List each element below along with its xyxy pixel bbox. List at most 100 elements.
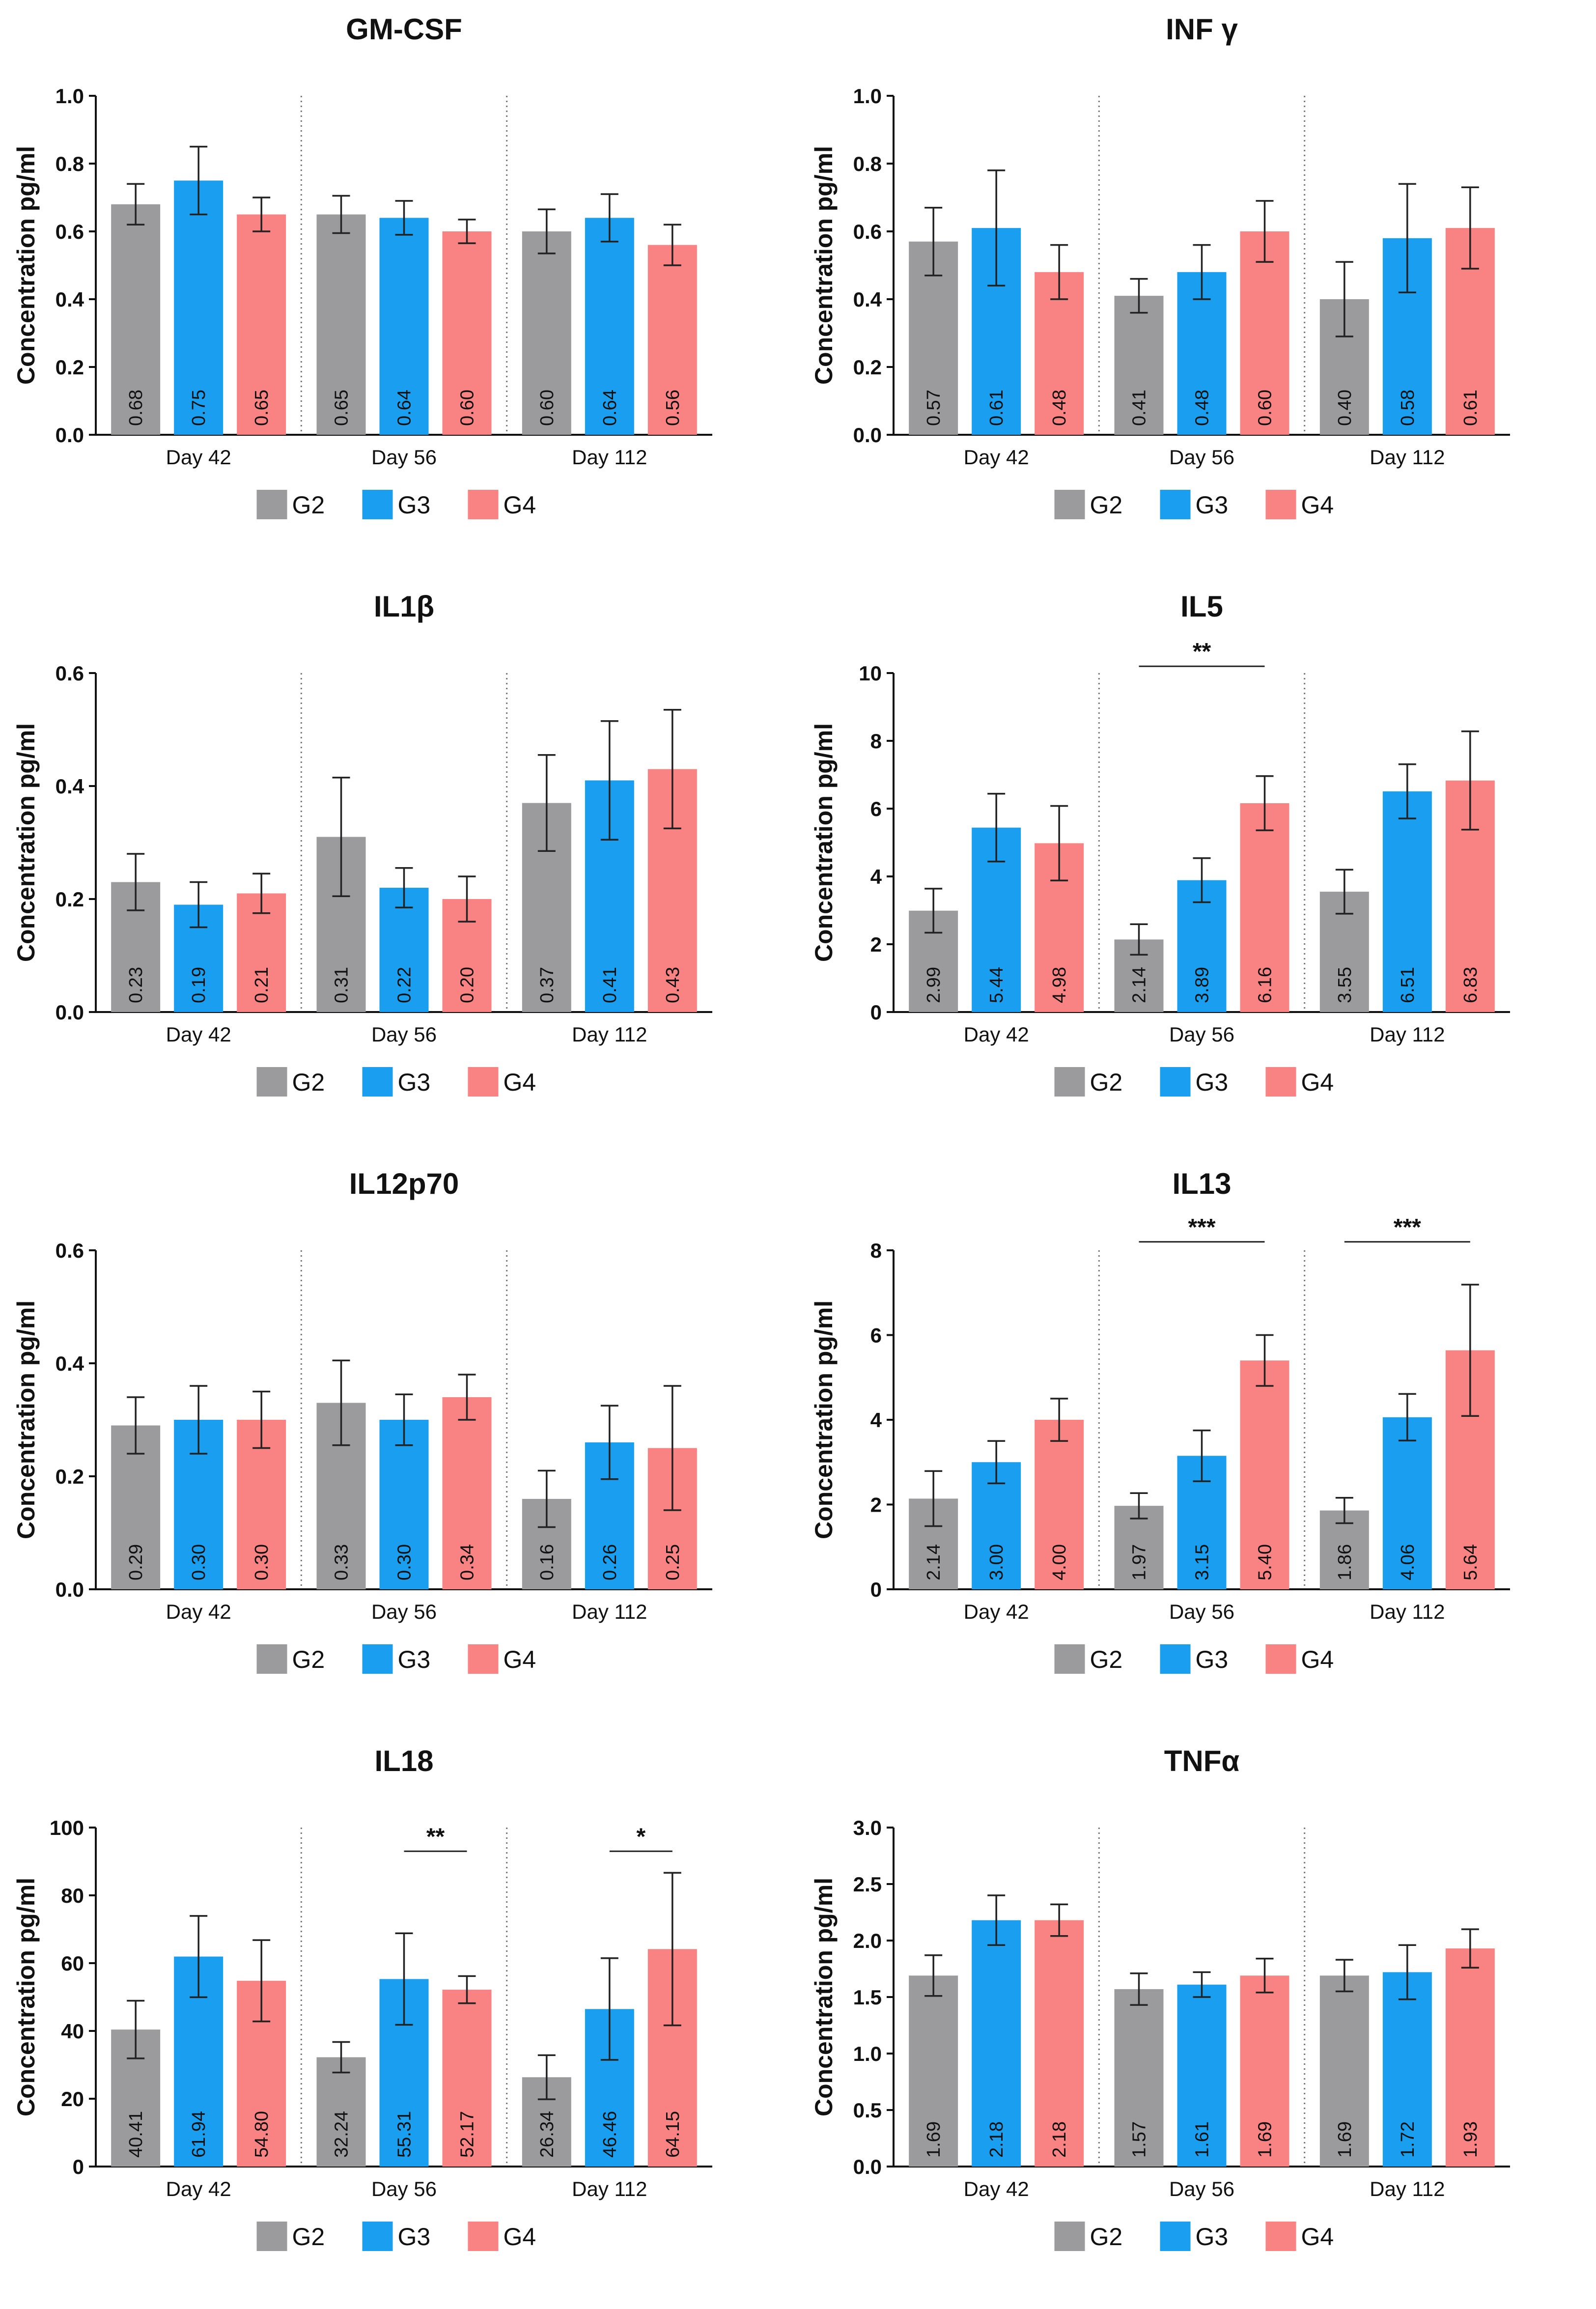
legend-label-g4: G4 [1301,1646,1334,1673]
y-tick-label: 40 [61,2020,84,2043]
legend-swatch-g2 [256,1644,287,1674]
significance-marker: ** [1193,639,1211,665]
data-label-g2-day112: 0.37 [537,967,558,1003]
bar-g4-day42 [1035,1420,1084,1589]
y-tick-label: 8 [870,730,882,753]
x-category-label: Day 112 [572,446,647,469]
legend-label-g3: G3 [398,491,431,519]
bar-g2-day56 [1114,1506,1164,1589]
data-label-g3-day56: 3.15 [1192,1544,1213,1580]
legend-label-g4: G4 [504,1069,536,1096]
legend-label-g3: G3 [398,1646,431,1673]
legend-swatch-g4 [468,1644,499,1674]
significance-marker: *** [1188,1214,1215,1240]
x-category-label: Day 42 [964,1600,1029,1623]
legend-label-g3: G3 [1196,1646,1229,1673]
y-tick-label: 0.4 [853,288,882,311]
y-tick-label: 0.2 [853,356,882,379]
x-category-label: Day 42 [166,1023,231,1046]
legend-label-g4: G4 [504,1646,536,1673]
legend-label-g2: G2 [292,491,325,519]
data-label-g4-day112: 5.64 [1460,1544,1481,1580]
data-label-g3-day112: 0.64 [600,390,620,426]
legend-label-g2: G2 [1090,2223,1123,2251]
legend-swatch-g2 [1054,1644,1085,1674]
chart-title: GM-CSF [346,13,462,46]
bar-g3-day42 [174,180,224,435]
data-label-g4-day56: 5.40 [1255,1544,1276,1580]
data-label-g3-day42: 0.75 [189,390,209,426]
y-tick-label: 0.8 [853,152,882,175]
x-category-label: Day 112 [1370,1023,1445,1046]
data-label-g4-day42: 0.48 [1049,390,1070,426]
y-tick-label: 8 [870,1239,882,1262]
legend-label-g2: G2 [292,1646,325,1673]
bar-g4-day56 [442,1397,492,1589]
data-label-g2-day112: 0.60 [537,390,558,426]
data-label-g4-day42: 2.18 [1049,2121,1070,2158]
bar-g2-day42 [909,1975,958,2167]
y-tick-label: 4 [870,1408,882,1432]
chart-title: IL5 [1180,590,1223,623]
data-label-g4-day42: 4.00 [1049,1544,1070,1580]
legend-swatch-g3 [362,1067,393,1097]
data-label-g2-day56: 0.31 [332,967,352,1003]
significance-marker: * [636,1824,645,1850]
legend-swatch-g4 [468,1067,499,1097]
data-label-g3-day56: 0.22 [394,967,415,1003]
data-label-g3-day42: 3.00 [986,1544,1007,1580]
x-category-label: Day 112 [572,1600,647,1623]
x-category-label: Day 56 [371,1600,437,1623]
data-label-g2-day56: 0.65 [332,390,352,426]
chart-panel-6: IL18 Concentration pg/ml 0 20 40 60 80 100 40.41… [0,1732,798,2309]
data-label-g2-day42: 40.41 [126,2111,146,2158]
legend-swatch-g3 [1160,2222,1191,2251]
bar-g2-day112 [1319,1975,1369,2167]
y-axis-label: Concentration pg/ml [810,146,838,385]
bar-g2-day56 [1114,1989,1164,2167]
chart-svg-7: TNFα Concentration pg/ml 0.0 0.5 1.0 1.5 2.0 2.… [810,1745,1510,2251]
legend-swatch-g4 [1265,2222,1296,2251]
y-tick-label: 6 [870,797,882,820]
y-tick-label: 6 [870,1324,882,1347]
y-tick-label: 0.4 [56,775,84,798]
x-category-label: Day 56 [371,446,437,469]
data-label-g2-day56: 2.14 [1129,967,1150,1003]
y-tick-label: 0.2 [56,1465,84,1488]
data-label-g4-day42: 54.80 [252,2111,272,2158]
legend-swatch-g3 [1160,490,1191,519]
bar-g4-day42 [237,214,286,435]
bar-g4-day56 [442,231,492,435]
legend-swatch-g3 [1160,1067,1191,1097]
data-label-g2-day56: 1.57 [1129,2121,1150,2158]
data-label-g2-day112: 1.69 [1335,2121,1355,2158]
data-label-g4-day112: 0.25 [663,1544,683,1580]
legend-label-g4: G4 [1301,1069,1334,1096]
chart-title: TNFα [1164,1745,1240,1777]
data-label-g4-day56: 0.34 [457,1544,478,1580]
legend-swatch-g3 [362,1644,393,1674]
chart-panel-3: IL5 Concentration pg/ml 0 2 4 6 8 10 2.99 2.14 3.5… [798,577,1596,1154]
bar-g2-day56 [1114,296,1164,435]
y-tick-label: 0 [870,1578,882,1601]
y-tick-label: 0.0 [56,1578,84,1601]
legend-swatch-g3 [362,2222,393,2251]
bar-g3-day56 [1177,1984,1227,2167]
x-category-label: Day 112 [1370,1600,1445,1623]
y-tick-label: 60 [61,1952,84,1975]
legend-swatch-g4 [1265,490,1296,519]
bar-g3-day112 [1382,1972,1432,2167]
chart-svg-4: IL12p70 Concentration pg/ml 0.0 0.2 0.4 0.6 0.… [12,1167,712,1674]
y-axis-label: Concentration pg/ml [12,146,40,385]
y-tick-label: 0.4 [56,288,84,311]
y-tick-label: 2.0 [853,1929,882,1952]
x-category-label: Day 56 [371,1023,437,1046]
legend-swatch-g2 [256,490,287,519]
legend-swatch-g3 [362,490,393,519]
legend-swatch-g2 [1054,2222,1085,2251]
y-tick-label: 0 [73,2155,84,2178]
chart-svg-1: INF γ Concentration pg/ml 0.0 0.2 0.4 0.6 0.8 1… [810,13,1510,519]
data-label-g3-day56: 1.61 [1192,2121,1213,2158]
y-tick-label: 0.2 [56,356,84,379]
legend-label-g4: G4 [504,2223,536,2251]
